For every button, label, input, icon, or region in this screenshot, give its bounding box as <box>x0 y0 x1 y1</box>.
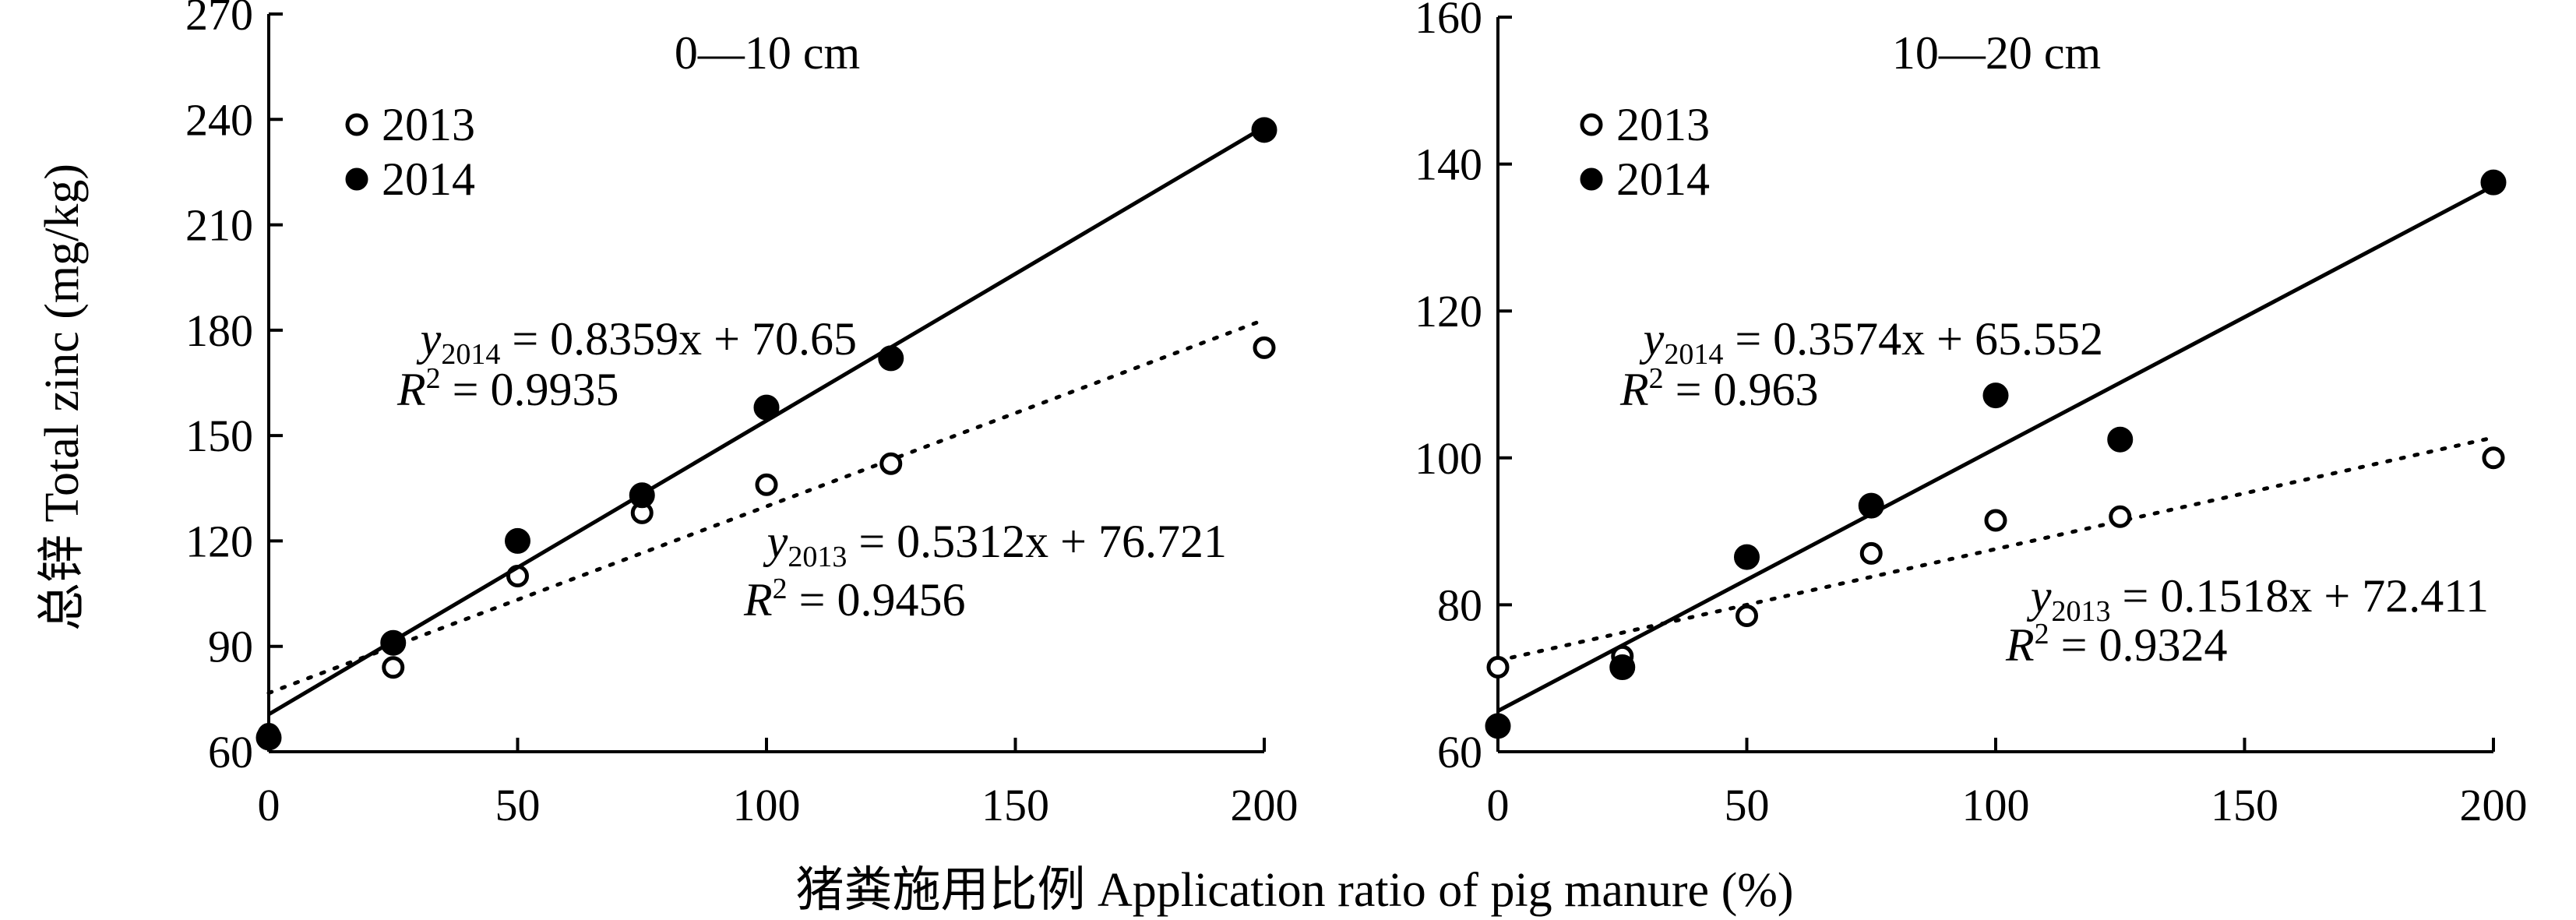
x-tick-label: 200 <box>2460 780 2528 830</box>
x-axis-label: 猪粪施用比例 Application ratio of pig manure (… <box>795 864 1793 917</box>
legend-entry-label: 2013 <box>1616 99 1710 150</box>
equation-y-symbol: y <box>2026 570 2052 622</box>
r-squared-2014: R2 = 0.963 <box>1619 362 1819 415</box>
y-tick-label: 240 <box>185 94 253 145</box>
y-tick-label: 270 <box>185 0 253 40</box>
r-squared-value: = 0.963 <box>1664 364 1819 415</box>
legend-entry-label: 2014 <box>1616 153 1710 205</box>
y-tick-label: 80 <box>1437 580 1482 630</box>
data-point-2014 <box>1858 492 1884 519</box>
y-tick-label: 90 <box>208 622 253 672</box>
legend-marker-open-circle <box>345 113 368 136</box>
equation-rhs: = 0.8359x + 70.65 <box>500 313 857 365</box>
data-point-2013 <box>2109 505 2132 528</box>
y-tick-label: 60 <box>1437 727 1482 777</box>
equation-subscript: 2014 <box>441 338 500 371</box>
x-tick-label: 0 <box>258 780 280 830</box>
data-point-2014 <box>505 527 530 554</box>
r-squared-exponent: 2 <box>426 362 441 395</box>
panel-title: 10—20 cm <box>1892 27 2101 79</box>
chart-panel-10-20cm: 60 80 100 120 140 160 0 50 100 150 200 10—20 cm 2013… <box>1415 0 2528 830</box>
r-symbol: R <box>2005 619 2035 671</box>
data-point-2013 <box>1859 541 1883 565</box>
y-tick-label: 160 <box>1415 0 1482 43</box>
y-tick-label: 150 <box>185 411 253 461</box>
r-squared-exponent: 2 <box>773 573 788 605</box>
fit-line-2014 <box>1496 184 2495 713</box>
data-point-2014 <box>380 629 407 656</box>
data-point-2013 <box>1984 509 2007 532</box>
data-point-2013 <box>755 473 778 496</box>
legend-entry-label: 2014 <box>382 153 475 205</box>
y-axis-label: 总锌 Total zinc (mg/kg) <box>36 164 89 631</box>
equation-subscript: 2013 <box>2052 595 2111 628</box>
data-point-2013 <box>382 656 405 679</box>
equation-rhs: = 0.5312x + 76.721 <box>847 516 1227 567</box>
equation-y-symbol: y <box>1639 313 1665 365</box>
r-squared-2013: R2 = 0.9324 <box>2005 618 2228 671</box>
data-point-2014 <box>1734 544 1760 570</box>
data-point-2014 <box>878 345 904 372</box>
legend-marker-filled-circle <box>1580 167 1603 191</box>
equation-y-symbol: y <box>416 313 442 365</box>
r-squared-exponent: 2 <box>2035 618 2049 650</box>
fit-line-2013 <box>266 318 1267 696</box>
data-point-2014 <box>2107 426 2134 453</box>
legend-entry-label: 2013 <box>382 99 475 150</box>
regression-equation-2013: y2013 = 0.1518x + 72.411 <box>2026 570 2489 628</box>
regression-equation-2014: y2014 = 0.3574x + 65.552 <box>1639 313 2103 371</box>
data-point-2014 <box>1251 117 1277 143</box>
equation-subscript: 2014 <box>1664 338 1723 371</box>
x-tick-label: 0 <box>1487 780 1510 830</box>
regression-equation-2014: y2014 = 0.8359x + 70.65 <box>416 313 857 371</box>
r-symbol: R <box>1619 364 1649 415</box>
r-symbol: R <box>743 574 773 626</box>
r-squared-value: = 0.9324 <box>2049 619 2228 671</box>
x-tick-label: 150 <box>981 780 1049 830</box>
data-point-2013 <box>2482 446 2505 470</box>
data-point-2014 <box>1982 382 2009 409</box>
x-tick-label: 200 <box>1231 780 1299 830</box>
data-point-2014 <box>1609 654 1636 681</box>
x-tick-label: 150 <box>2211 780 2278 830</box>
y-tick-label: 120 <box>185 516 253 566</box>
equation-rhs: = 0.3574x + 65.552 <box>1723 313 2103 365</box>
r-symbol: R <box>396 364 426 415</box>
panel-title: 0—10 cm <box>675 27 860 79</box>
y-tick-label: 210 <box>185 200 253 251</box>
legend-marker-filled-circle <box>345 167 368 191</box>
r-squared-value: = 0.9935 <box>441 364 619 415</box>
data-point-2013 <box>1253 336 1276 359</box>
x-tick-label: 50 <box>495 780 541 830</box>
y-tick-label: 60 <box>208 727 253 777</box>
r-squared-2014: R2 = 0.9935 <box>396 362 619 415</box>
chart-panel-0-10cm: 60 90 120 150 180 210 240 270 0 50 100 150 200 0—10 c… <box>185 0 1299 830</box>
data-point-2013 <box>879 452 903 475</box>
data-point-2013 <box>1486 656 1510 679</box>
x-tick-label: 50 <box>1725 780 1770 830</box>
equation-rhs: = 0.1518x + 72.411 <box>2111 570 2489 622</box>
y-tick-label: 140 <box>1415 139 1482 190</box>
y-tick-label: 180 <box>185 305 253 356</box>
data-point-2014 <box>2480 169 2507 196</box>
data-point-2014 <box>753 394 780 421</box>
regression-equation-2013: y2013 = 0.5312x + 76.721 <box>763 516 1227 573</box>
y-tick-label: 120 <box>1415 286 1482 337</box>
y-tick-label: 100 <box>1415 433 1482 484</box>
r-squared-exponent: 2 <box>1649 362 1664 395</box>
equation-subscript: 2013 <box>788 541 847 573</box>
data-point-2013 <box>1736 605 1758 628</box>
data-point-2014 <box>255 724 282 751</box>
data-point-2014 <box>1485 713 1511 739</box>
data-point-2014 <box>629 482 655 509</box>
x-tick-label: 100 <box>733 780 801 830</box>
legend-marker-open-circle <box>1580 113 1603 136</box>
r-squared-2013: R2 = 0.9456 <box>743 573 966 626</box>
fit-line-2014 <box>267 125 1266 717</box>
x-tick-label: 100 <box>1962 780 2030 830</box>
equation-y-symbol: y <box>763 516 788 567</box>
r-squared-value: = 0.9456 <box>788 574 966 626</box>
